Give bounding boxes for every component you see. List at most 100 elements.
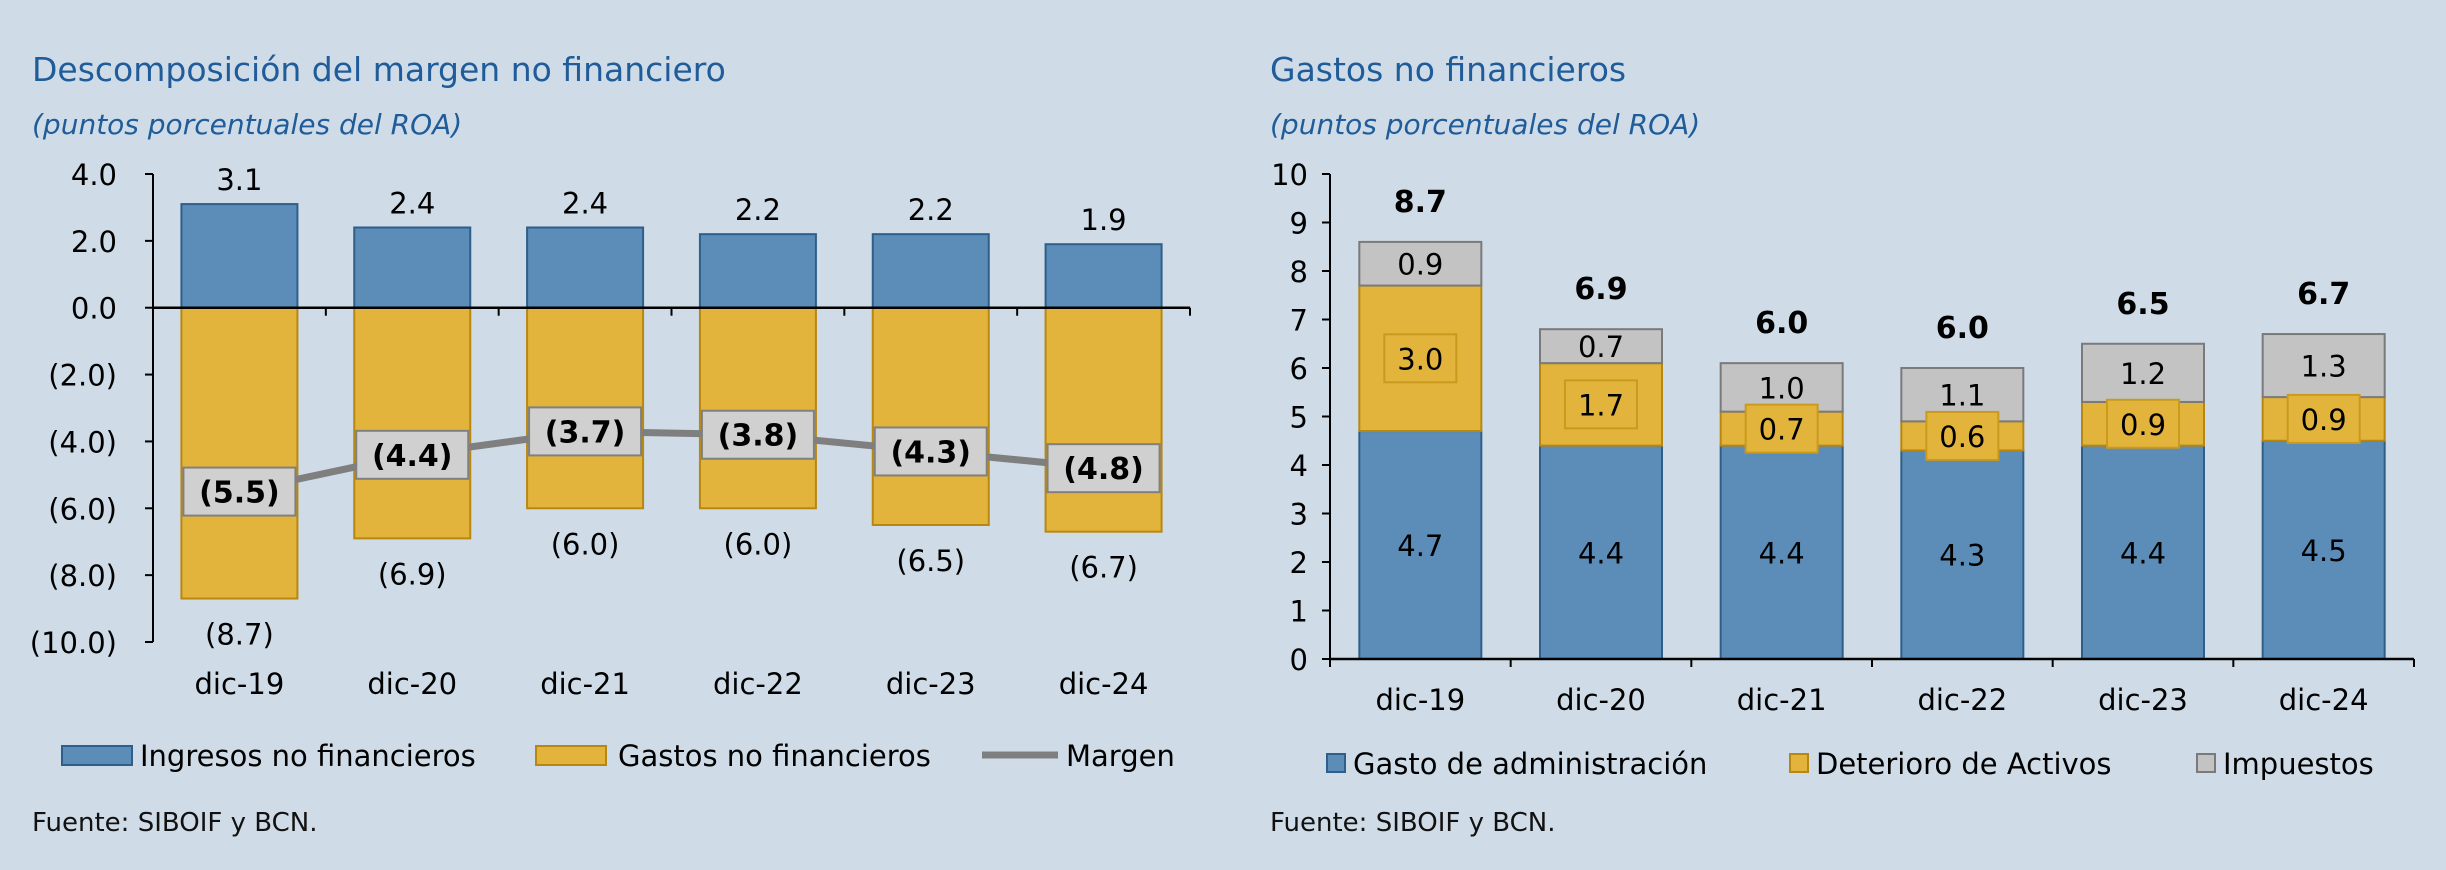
total-value-label: 6.0: [1755, 306, 1808, 341]
admin-value-label: 4.3: [1939, 539, 1985, 573]
right-y-tick-label: 5: [1290, 401, 1308, 435]
deterioro-value-label: 1.7: [1578, 388, 1624, 422]
left-chart-svg: 4.0 2.0 0.0 (2.0) (4.0) (6.0) (8.0) (10.0) 3.1 (8…: [30, 158, 1191, 773]
left-y-tick-label: (6.0): [48, 492, 117, 526]
gastos-value-label: (8.7): [205, 618, 274, 652]
deterioro-value-label: 3.0: [1397, 342, 1443, 376]
right-x-category-label: dic-22: [1917, 683, 2007, 717]
margen-label-box: [873, 426, 988, 477]
impuestos-value-label: 1.2: [2120, 357, 2166, 391]
ingresos-bar: [180, 203, 299, 309]
deterioro-label-box: [1744, 403, 1819, 454]
legend-margen-label: Margen: [1066, 739, 1175, 773]
left-y-tick-label: (4.0): [48, 425, 117, 459]
left-chart-source: Fuente: SIBOIF y BCN.: [32, 808, 318, 838]
left-x-category-label: dic-24: [1059, 667, 1149, 701]
impuestos-value-label: 0.7: [1578, 330, 1624, 364]
gastos-bar: [1044, 306, 1163, 533]
ingresos-value-label: 1.9: [1081, 203, 1127, 237]
gastos-bar: [353, 306, 472, 540]
admin-value-label: 4.7: [1397, 529, 1443, 563]
gastos-bar: [180, 306, 299, 600]
ingresos-bar: [698, 233, 817, 309]
right-y-tick-label: 2: [1290, 546, 1308, 580]
right-y-tick-label: 8: [1290, 255, 1308, 289]
margen-label-box: [700, 409, 815, 460]
right-y-tick-label: 6: [1290, 352, 1308, 386]
gastos-value-label: (6.0): [724, 527, 793, 561]
gastos-value-label: (6.9): [378, 557, 447, 591]
right-x-category-label: dic-21: [1737, 683, 1827, 717]
left-x-category-label: dic-20: [367, 667, 457, 701]
total-value-label: 8.7: [1394, 185, 1447, 220]
admin-value-label: 4.4: [1578, 536, 1624, 570]
ingresos-value-label: 2.4: [389, 186, 435, 220]
deterioro-value-label: 0.9: [2120, 408, 2166, 442]
margen-value-label: (3.8): [718, 419, 799, 454]
right-y-tick-label: 3: [1290, 498, 1308, 532]
deterioro-label-box: [1925, 410, 2000, 461]
legend-impuestos-swatch: [2196, 753, 2216, 773]
legend-deterioro-label: Deterioro de Activos: [1816, 747, 2112, 781]
deterioro-label-box: [2286, 393, 2361, 444]
left-chart-panel: Descomposición del margen no financiero …: [0, 0, 1220, 870]
total-value-label: 6.0: [1936, 311, 1989, 346]
gastos-bar: [871, 306, 990, 527]
legend-admin-swatch: [1326, 753, 1346, 773]
right-chart-svg: 0 1 2 3 4 5 6 7 8 9 10 4.7 3.0 0.9 8.7 dic-19 4.4 1.7 0.7 6…: [1271, 158, 2415, 781]
right-x-category-label: dic-23: [2098, 683, 2188, 717]
ingresos-bar: [1044, 243, 1163, 309]
legend-ingresos-label: Ingresos no financieros: [140, 739, 476, 773]
admin-value-label: 4.4: [1759, 536, 1805, 570]
impuestos-value-label: 1.3: [2301, 350, 2347, 384]
deterioro-label-box: [2106, 398, 2180, 449]
left-x-category-label: dic-19: [195, 667, 285, 701]
deterioro-label-box: [1383, 333, 1458, 384]
legend-admin-label: Gasto de administración: [1353, 747, 1707, 781]
right-chart-panel: Gastos no financieros (puntos porcentual…: [1250, 0, 2446, 870]
left-x-category-label: dic-22: [713, 667, 803, 701]
legend-ingresos-swatch: [61, 745, 133, 766]
right-y-tick-label: 9: [1290, 207, 1308, 241]
right-x-category-label: dic-19: [1375, 683, 1465, 717]
gastos-bar: [698, 306, 817, 510]
impuestos-bar-segment: [1539, 328, 1663, 365]
margen-label-box: [528, 406, 643, 457]
legend-deterioro-swatch: [1789, 753, 1809, 773]
legend-gastos-label: Gastos no financieros: [618, 739, 931, 773]
impuestos-value-label: 0.9: [1397, 248, 1443, 282]
left-y-tick-label: (2.0): [48, 359, 117, 393]
total-value-label: 6.5: [2116, 287, 2169, 322]
gastos-value-label: (6.5): [896, 544, 965, 578]
impuestos-bar-segment: [1358, 240, 1483, 287]
admin-bar-segment: [1358, 430, 1483, 660]
margen-label-box: [1046, 443, 1161, 494]
margen-label-box: [182, 466, 297, 517]
right-chart-subtitle: (puntos porcentuales del ROA): [1270, 108, 1701, 141]
total-value-label: 6.9: [1574, 272, 1627, 307]
admin-bar-segment: [1719, 444, 1844, 660]
margen-value-label: (4.8): [1063, 452, 1144, 487]
admin-value-label: 4.4: [2120, 536, 2166, 570]
ingresos-value-label: 3.1: [216, 163, 262, 197]
gastos-value-label: (6.0): [551, 527, 620, 561]
admin-value-label: 4.5: [2301, 534, 2347, 568]
impuestos-value-label: 1.0: [1759, 371, 1805, 405]
legend-impuestos-label: Impuestos: [2223, 747, 2374, 781]
ingresos-bar: [526, 226, 645, 309]
left-chart-title: Descomposición del margen no financiero: [32, 50, 726, 89]
right-y-tick-label: 0: [1290, 643, 1308, 677]
left-y-tick-label: 4.0: [71, 158, 117, 192]
right-y-tick-label: 4: [1290, 449, 1308, 483]
ingresos-value-label: 2.4: [562, 186, 608, 220]
right-y-tick-label: 10: [1271, 158, 1308, 192]
ingresos-value-label: 2.2: [908, 193, 954, 227]
legend-gastos-swatch: [535, 745, 607, 766]
admin-bar-segment: [1900, 449, 2025, 661]
deterioro-value-label: 0.7: [1759, 413, 1805, 447]
left-y-tick-label: (10.0): [30, 626, 117, 660]
margen-value-label: (4.3): [890, 435, 971, 470]
right-y-tick-label: 7: [1290, 304, 1308, 338]
left-y-tick-label: (8.0): [48, 559, 117, 593]
margen-value-label: (5.5): [199, 476, 280, 511]
